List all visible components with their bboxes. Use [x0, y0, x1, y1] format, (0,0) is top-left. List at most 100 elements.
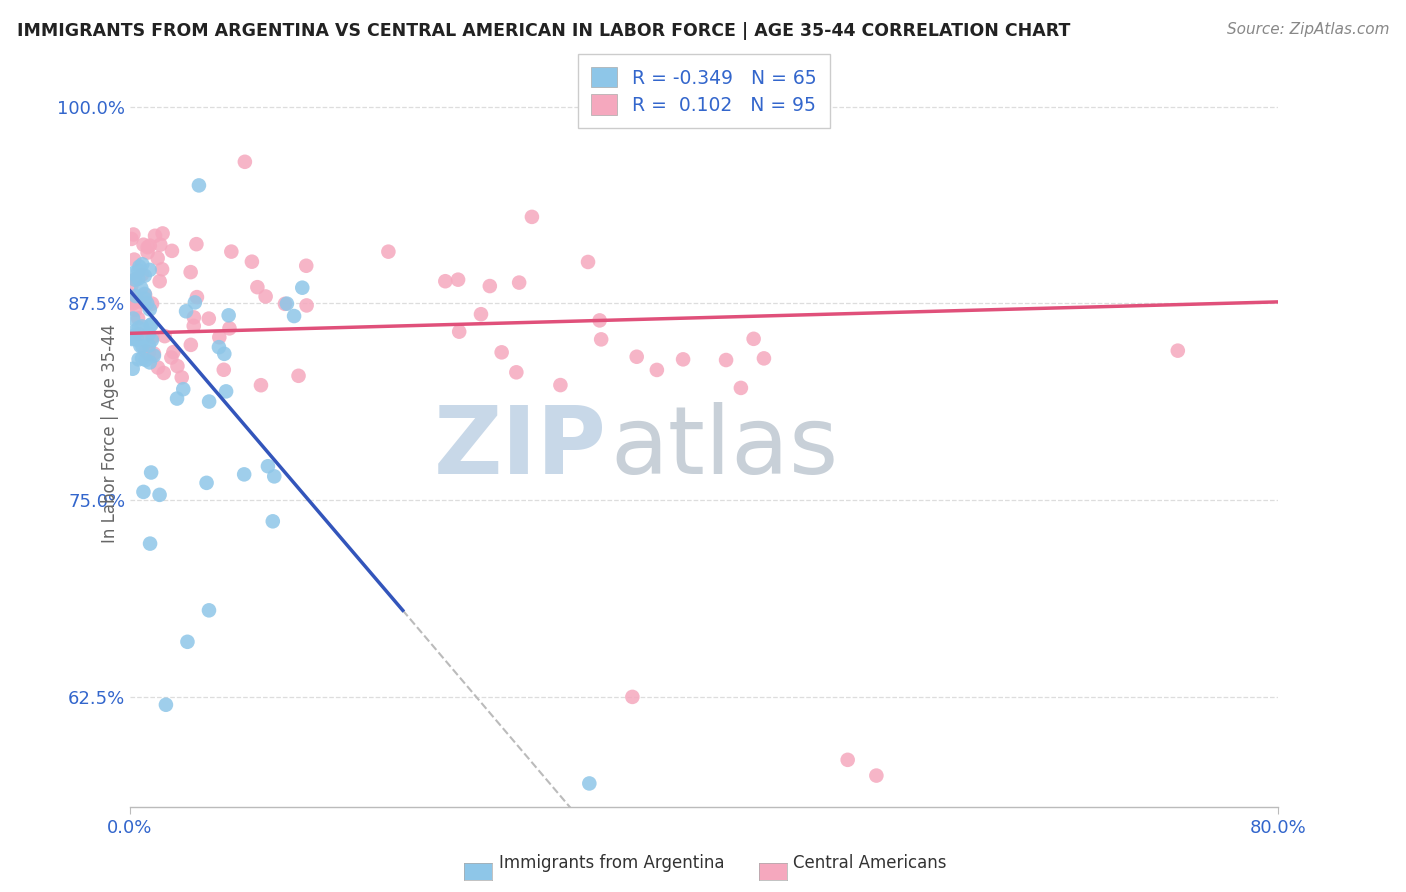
- Point: [152, 366, 174, 380]
- Point: [621, 690, 644, 704]
- Point: [176, 635, 198, 649]
- Point: [221, 244, 243, 259]
- Point: [174, 304, 197, 318]
- Point: [141, 330, 163, 344]
- Point: [138, 326, 160, 341]
- Point: [121, 278, 143, 293]
- Point: [837, 753, 859, 767]
- Point: [520, 210, 543, 224]
- Point: [742, 332, 765, 346]
- Text: Source: ZipAtlas.com: Source: ZipAtlas.com: [1226, 22, 1389, 37]
- Point: [131, 319, 153, 334]
- Point: [141, 296, 163, 310]
- Point: [160, 244, 183, 258]
- Point: [152, 227, 174, 241]
- Point: [752, 351, 775, 366]
- Point: [263, 469, 285, 483]
- Point: [262, 514, 284, 528]
- Point: [128, 327, 150, 342]
- Point: [146, 251, 169, 265]
- Point: [139, 302, 162, 317]
- Point: [134, 268, 156, 283]
- Point: [141, 333, 163, 347]
- Point: [121, 361, 143, 376]
- Point: [139, 536, 162, 550]
- Point: [588, 313, 610, 327]
- Point: [198, 394, 221, 409]
- Point: [143, 228, 166, 243]
- Point: [134, 344, 156, 359]
- Point: [128, 352, 150, 367]
- Point: [186, 237, 208, 252]
- Point: [218, 321, 240, 335]
- Point: [730, 381, 752, 395]
- Point: [183, 310, 205, 325]
- Point: [129, 339, 152, 353]
- Point: [121, 292, 143, 306]
- Point: [162, 345, 184, 359]
- Point: [645, 363, 668, 377]
- Point: [170, 370, 193, 384]
- Point: [254, 289, 277, 303]
- Point: [470, 307, 492, 321]
- Point: [212, 363, 235, 377]
- Point: [128, 260, 150, 274]
- Point: [149, 237, 172, 252]
- Point: [208, 340, 231, 354]
- Point: [121, 294, 143, 309]
- Point: [138, 345, 160, 359]
- Point: [132, 484, 155, 499]
- Text: ZIP: ZIP: [433, 402, 606, 494]
- Point: [155, 698, 177, 712]
- Point: [447, 273, 470, 287]
- Point: [550, 378, 572, 392]
- Point: [136, 347, 159, 361]
- Point: [184, 295, 207, 310]
- Point: [122, 331, 145, 345]
- Point: [257, 459, 280, 474]
- Point: [122, 325, 145, 339]
- Point: [172, 382, 194, 396]
- Point: [218, 309, 240, 323]
- Point: [141, 318, 163, 332]
- Point: [478, 279, 501, 293]
- Point: [672, 352, 695, 367]
- Text: IMMIGRANTS FROM ARGENTINA VS CENTRAL AMERICAN IN LABOR FORCE | AGE 35-44 CORRELA: IMMIGRANTS FROM ARGENTINA VS CENTRAL AME…: [17, 22, 1070, 40]
- Point: [124, 328, 146, 343]
- Point: [180, 265, 202, 279]
- Point: [124, 272, 146, 286]
- Point: [142, 346, 165, 360]
- Point: [136, 296, 159, 310]
- Point: [183, 318, 205, 333]
- Point: [578, 776, 600, 790]
- Point: [149, 274, 172, 288]
- Point: [122, 266, 145, 280]
- Point: [139, 238, 162, 252]
- Point: [215, 384, 238, 399]
- Point: [233, 154, 256, 169]
- Point: [121, 232, 143, 246]
- Point: [138, 338, 160, 352]
- Point: [142, 349, 165, 363]
- Y-axis label: In Labor Force | Age 35-44: In Labor Force | Age 35-44: [101, 324, 120, 543]
- Point: [128, 294, 150, 309]
- Point: [131, 268, 153, 282]
- Point: [136, 245, 159, 260]
- Point: [128, 320, 150, 334]
- Point: [274, 297, 297, 311]
- Point: [295, 259, 318, 273]
- Point: [124, 302, 146, 317]
- Point: [240, 254, 263, 268]
- Point: [287, 368, 309, 383]
- Point: [160, 351, 183, 365]
- Point: [134, 286, 156, 301]
- Point: [148, 488, 170, 502]
- Point: [449, 325, 471, 339]
- Legend: R = -0.349   N = 65, R =  0.102   N = 95: R = -0.349 N = 65, R = 0.102 N = 95: [578, 54, 830, 128]
- Point: [166, 392, 188, 406]
- Point: [505, 365, 527, 379]
- Point: [377, 244, 399, 259]
- Point: [135, 353, 157, 368]
- Point: [276, 296, 298, 310]
- Point: [186, 290, 208, 304]
